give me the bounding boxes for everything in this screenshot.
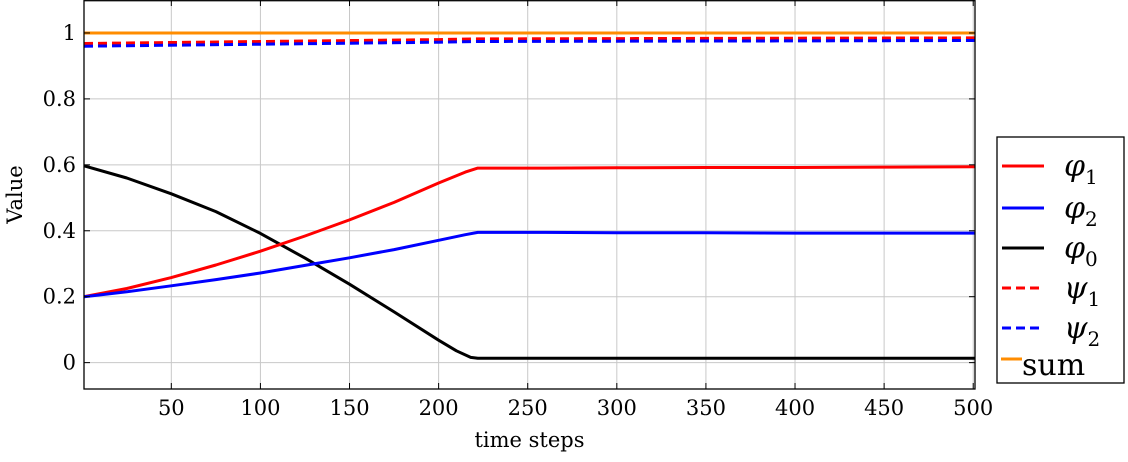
x-tick-label: 400 xyxy=(775,396,815,420)
series-line-φ2 xyxy=(84,230,975,299)
x-tick-label: 150 xyxy=(329,396,369,420)
y-tick-label: 0.6 xyxy=(43,153,76,177)
legend-label-φ1: φ1 xyxy=(1064,149,1098,189)
series-line-ψ1 xyxy=(84,36,975,45)
y-tick-label: 0.4 xyxy=(43,219,76,243)
grid-lines xyxy=(84,0,975,389)
x-tick-label: 450 xyxy=(864,396,904,420)
x-tick-label: 300 xyxy=(597,396,637,420)
x-tick-label: 350 xyxy=(686,396,726,420)
x-axis-label: time steps xyxy=(474,428,584,452)
tick-labels: 50 100 150 200 250 300 350 400 450 500 0 0.2 0.4 0.6 0… xyxy=(43,0,993,420)
legend-subscript: 1 xyxy=(1085,165,1098,189)
y-tick-label: 0 xyxy=(63,351,76,375)
y-axis-label: Value xyxy=(3,165,27,224)
x-tick-label: 250 xyxy=(508,396,548,420)
x-tick-label: 50 xyxy=(158,396,185,420)
legend-subscript: 2 xyxy=(1085,207,1098,231)
series-lines xyxy=(84,31,975,360)
legend-box xyxy=(996,136,1125,384)
plot-frame xyxy=(83,0,976,390)
y-tick-label: 0.2 xyxy=(43,285,76,309)
legend-subscript: 0 xyxy=(1085,247,1098,271)
legend-label-ψ1: ψ1 xyxy=(1064,271,1100,311)
x-tick-label: 200 xyxy=(419,396,459,420)
y-tick-label: 1 xyxy=(63,21,76,45)
series-line-ψ2 xyxy=(84,39,975,48)
legend-subscript: 2 xyxy=(1088,327,1101,351)
legend-subscript: 1 xyxy=(1088,287,1101,311)
series-line-φ0 xyxy=(84,164,975,360)
x-tick-label: 100 xyxy=(240,396,280,420)
y-tick-label: 0.8 xyxy=(43,87,76,111)
series-line-φ1 xyxy=(84,165,975,299)
legend-label-sum: sum xyxy=(1022,348,1085,383)
x-tick-label: 500 xyxy=(953,396,993,420)
